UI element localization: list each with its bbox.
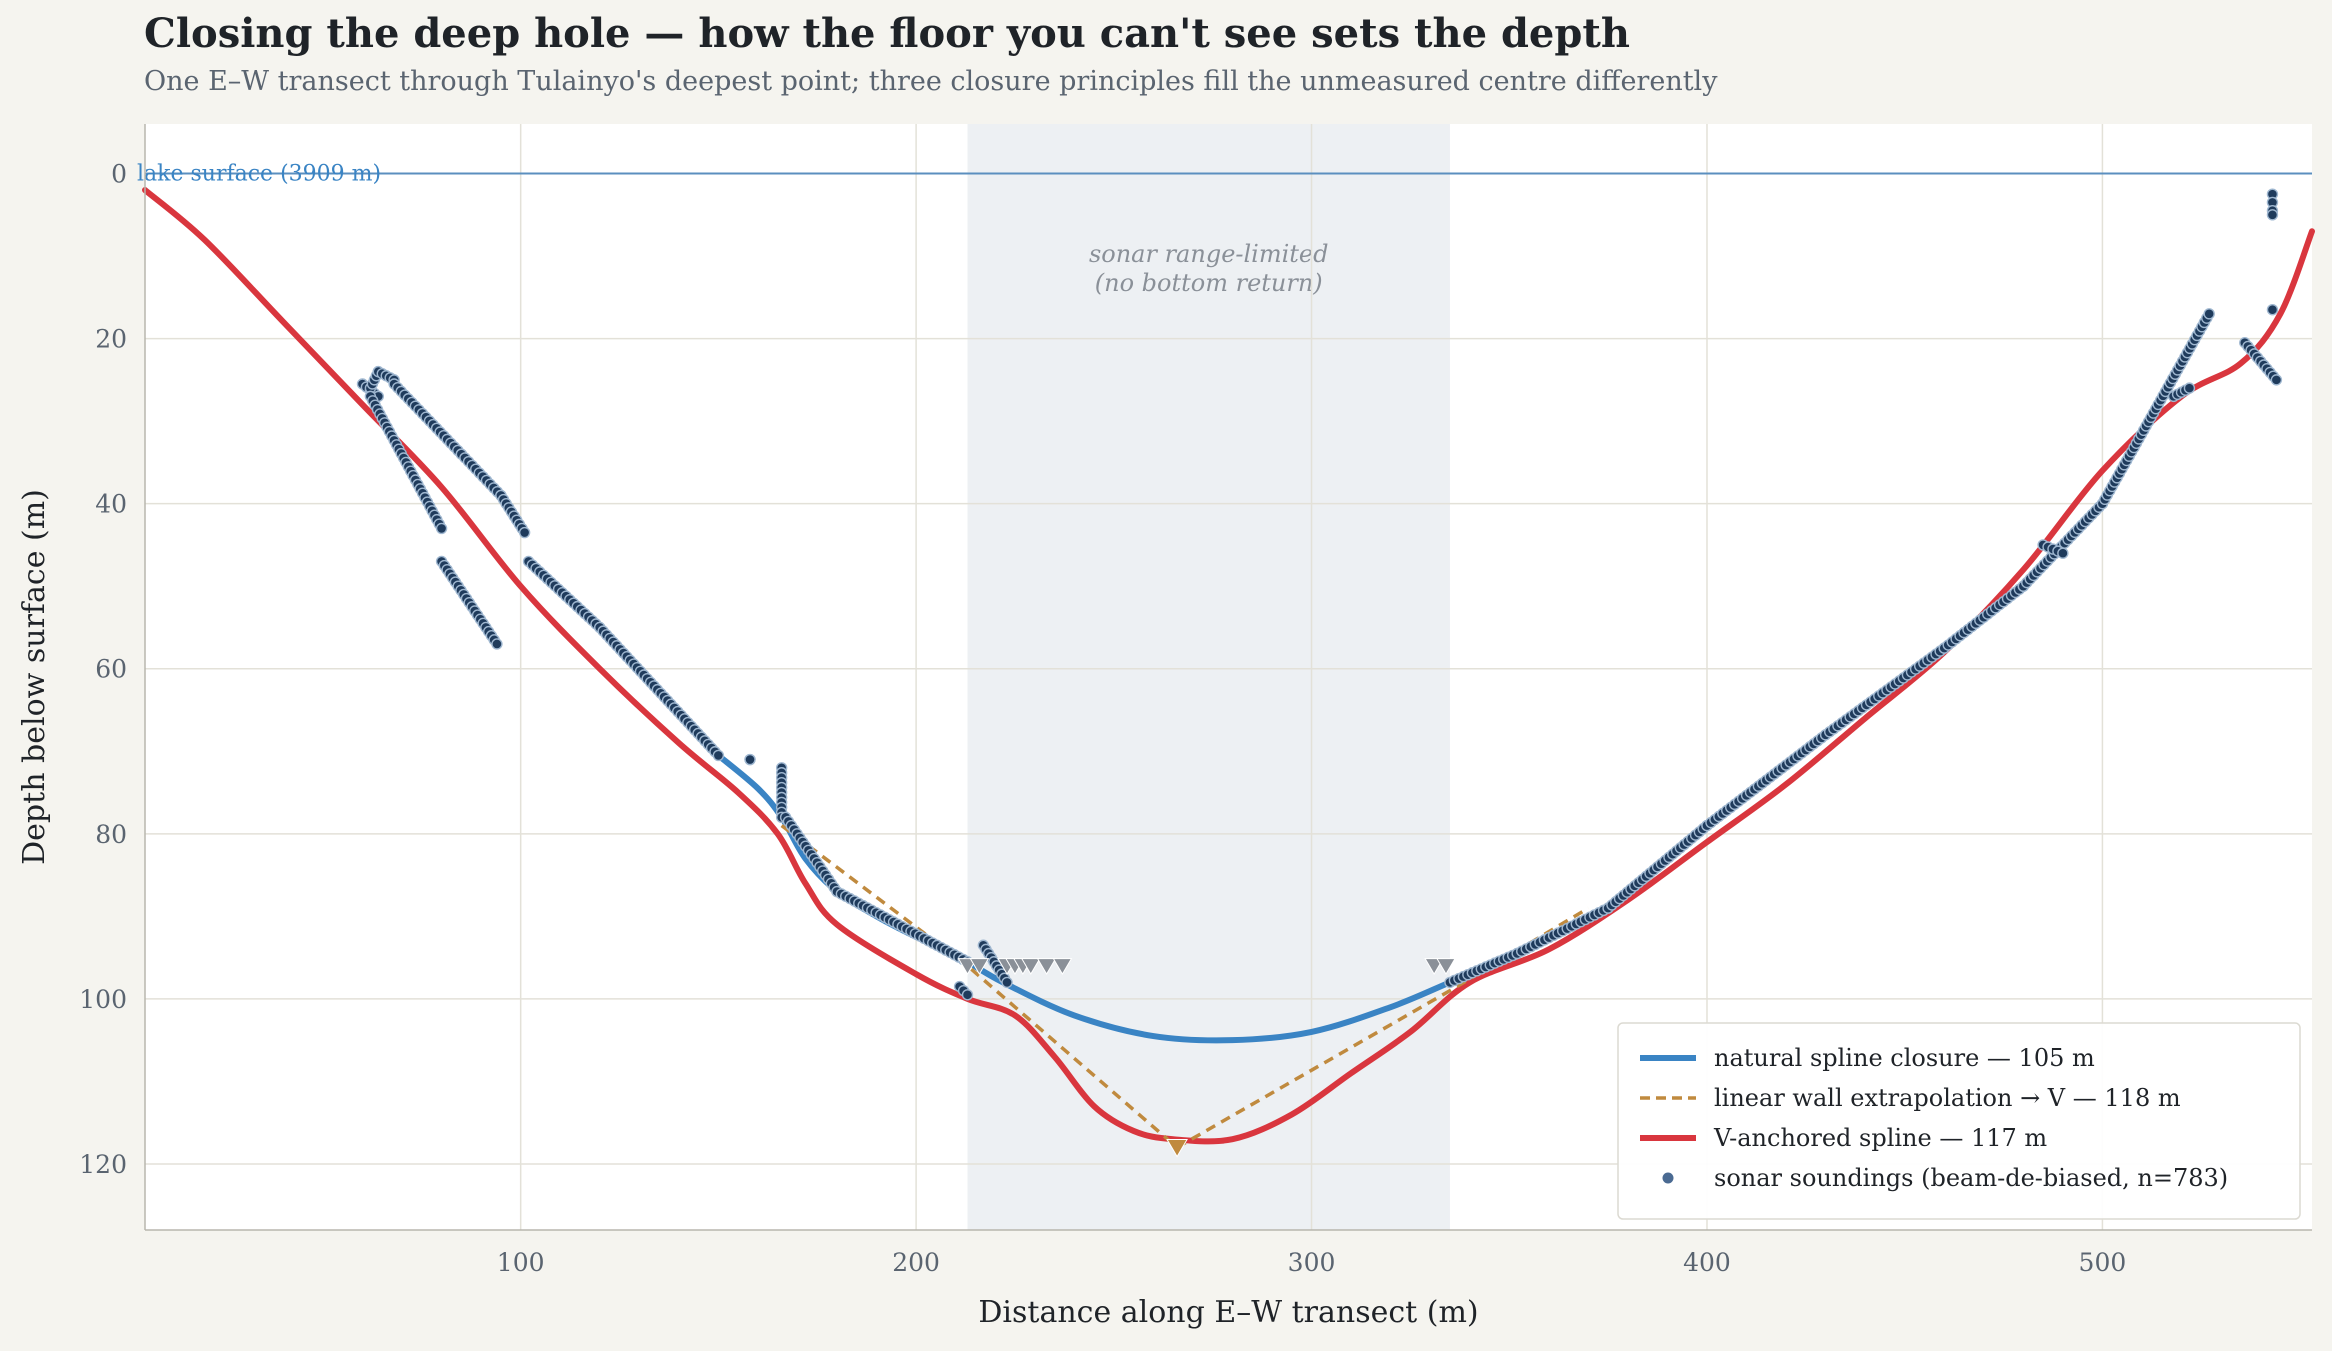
no-return-marker bbox=[969, 958, 990, 975]
y-tick-label: 80 bbox=[95, 820, 127, 849]
sounding-point bbox=[1001, 976, 1013, 989]
shaded-region-label-line2: (no bottom return) bbox=[1095, 269, 1323, 297]
shaded-region-label-line1: sonar range-limited bbox=[1089, 240, 1329, 268]
surface-layer: lake surface (3909 m) bbox=[137, 162, 2312, 187]
sounding-point bbox=[2266, 209, 2279, 221]
x-tick-label: 500 bbox=[2079, 1248, 2127, 1277]
sounding-point bbox=[518, 526, 531, 539]
y-axis-title: Depth below surface (m) bbox=[17, 489, 52, 865]
sounding-point bbox=[2203, 308, 2215, 320]
sounding-point bbox=[712, 749, 725, 762]
y-tick-label: 100 bbox=[79, 985, 127, 1014]
y-tick-label: 60 bbox=[95, 655, 127, 684]
no-return-marker bbox=[1436, 958, 1456, 975]
y-tick-label: 120 bbox=[79, 1150, 127, 1179]
legend-label-1: linear wall extrapolation → V — 118 m bbox=[1714, 1084, 2181, 1112]
sounding-point bbox=[744, 753, 756, 766]
marker-layer bbox=[957, 958, 1456, 1158]
legend-swatch-soundings bbox=[1662, 1172, 1674, 1184]
legend-label-2: V-anchored spline — 117 m bbox=[1713, 1124, 2047, 1152]
x-tick-label: 300 bbox=[1288, 1248, 1336, 1277]
legend-box bbox=[1617, 1022, 2301, 1220]
sounding-point bbox=[2183, 382, 2196, 394]
x-tick-label: 400 bbox=[1683, 1248, 1731, 1277]
soundings-layer bbox=[356, 188, 2283, 1001]
sounding-point bbox=[2057, 547, 2069, 559]
sounding-point bbox=[435, 522, 448, 535]
x-tick-label: 100 bbox=[497, 1248, 545, 1277]
chart-title: Closing the deep hole — how the floor yo… bbox=[144, 10, 1630, 57]
no-return-marker bbox=[1020, 958, 1041, 975]
sounding-point bbox=[961, 989, 974, 1001]
legend: natural spline closure — 105 m linear wal… bbox=[1617, 1022, 2301, 1220]
legend-label-soundings: sonar soundings (beam-de-biased, n=783) bbox=[1714, 1164, 2228, 1192]
surface-label: lake surface (3909 m) bbox=[137, 162, 381, 187]
y-tick-label: 40 bbox=[95, 490, 127, 519]
x-axis-title: Distance along E–W transect (m) bbox=[978, 1295, 1478, 1330]
sounding-point bbox=[491, 638, 503, 650]
chart-subtitle: One E–W transect through Tulainyo's deep… bbox=[144, 66, 1718, 97]
x-tick-label: 200 bbox=[892, 1248, 940, 1277]
sounding-point bbox=[2266, 304, 2279, 316]
no-return-marker bbox=[1036, 958, 1057, 975]
axes-layer: 100 200 300 400 500 0 20 40 60 80 100 120 Distance a… bbox=[17, 124, 2312, 1330]
shaded-region-layer: sonar range-limited(no bottom return) bbox=[967, 124, 1450, 1230]
nadir-marker bbox=[1166, 1138, 1188, 1158]
no-return-marker bbox=[957, 958, 978, 975]
y-tick-label: 20 bbox=[95, 325, 127, 354]
sounding-point bbox=[2270, 374, 2283, 386]
no-return-marker bbox=[1052, 958, 1073, 975]
no-return-marker bbox=[1424, 958, 1445, 975]
legend-label-0: natural spline closure — 105 m bbox=[1714, 1044, 2095, 1072]
y-tick-label: 0 bbox=[111, 160, 127, 189]
